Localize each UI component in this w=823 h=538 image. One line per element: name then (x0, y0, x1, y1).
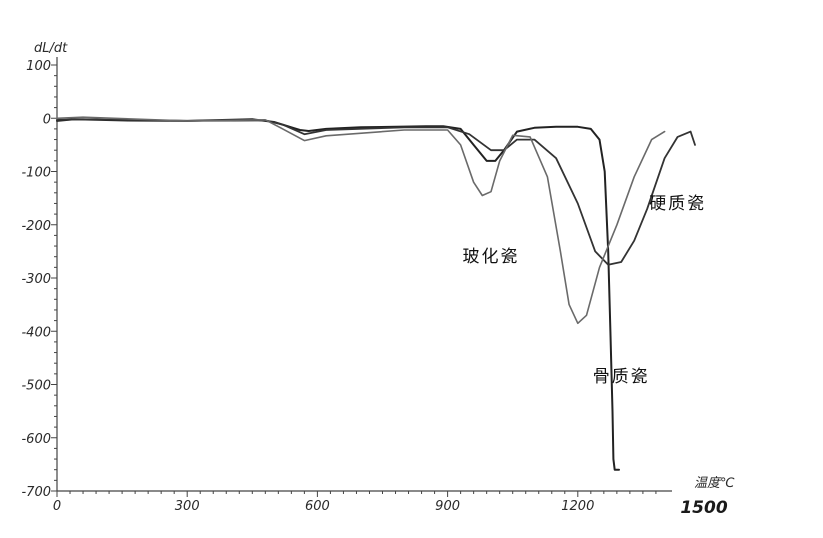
x-tick-label: 300 (175, 499, 200, 514)
y-tick-label: 100 (26, 59, 51, 74)
x-tick-label: 1200 (561, 499, 594, 514)
series-line-1 (56, 118, 620, 471)
series-line-3 (56, 116, 666, 325)
y-axis-title: dL/dt (34, 41, 68, 56)
y-tick-label: -100 (21, 166, 51, 181)
y-tick-label: -200 (21, 219, 51, 234)
x-tick-label: 600 (305, 499, 330, 514)
y-tick-label: 0 (43, 112, 51, 127)
x-tick-label: 900 (435, 499, 460, 514)
series-annotation: 骨质瓷 (593, 367, 650, 387)
y-tick-label: -500 (21, 379, 51, 394)
y-tick-label: -300 (21, 272, 51, 287)
x-tick-label: 0 (53, 499, 61, 514)
x-axis-title: 温度℃ (694, 476, 735, 491)
y-tick-label: -700 (21, 485, 51, 500)
series-annotation: 玻化瓷 (463, 247, 520, 267)
series-annotation: 硬质瓷 (649, 194, 706, 214)
x-tick-label: 1500 (680, 498, 727, 518)
y-tick-label: -600 (21, 432, 51, 447)
y-tick-label: -400 (21, 325, 51, 340)
series-layer (56, 116, 696, 471)
series-line-2 (56, 118, 696, 266)
